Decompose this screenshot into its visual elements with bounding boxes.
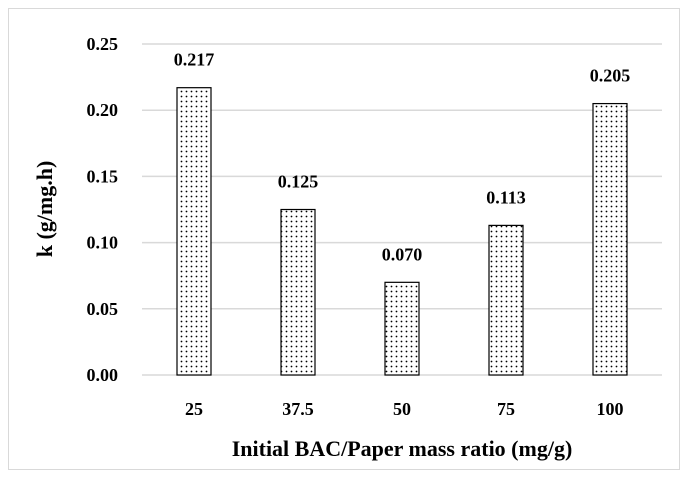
- gridlines: [142, 43, 662, 376]
- bar: [488, 224, 524, 376]
- x-tick-label: 50: [393, 399, 411, 419]
- y-tick-labels: 0.00 0.05 0.10 0.15 0.20 0.25: [87, 34, 119, 385]
- y-tick-label: 0.15: [87, 166, 119, 186]
- x-tick-label: 25: [185, 399, 203, 419]
- bar: [176, 87, 212, 376]
- data-label: 0.113: [486, 187, 526, 207]
- y-tick-label: 0.10: [87, 233, 119, 253]
- data-label: 0.217: [174, 50, 215, 70]
- bar: [592, 102, 628, 376]
- y-tick-label: 0.05: [87, 299, 119, 319]
- data-label: 0.070: [382, 244, 423, 264]
- x-tick-label: 100: [597, 399, 624, 419]
- y-tick-label: 0.20: [87, 100, 119, 120]
- x-tick-label: 37.5: [282, 399, 314, 419]
- x-tick-label: 75: [497, 399, 515, 419]
- y-axis-title: k (g/mg.h): [32, 161, 57, 258]
- y-tick-label: 0.00: [87, 365, 119, 385]
- x-tick-labels: 25 37.5 50 75 100: [185, 399, 624, 419]
- bar: [280, 208, 316, 376]
- x-axis-title: Initial BAC/Paper mass ratio (mg/g): [232, 436, 573, 461]
- data-label: 0.205: [590, 66, 631, 86]
- data-label: 0.125: [278, 172, 319, 192]
- data-labels: 0.217 0.125 0.070 0.113 0.205: [174, 50, 631, 265]
- y-tick-label: 0.25: [87, 34, 119, 54]
- chart-frame: [8, 8, 680, 470]
- bar: [384, 281, 420, 376]
- bars: [176, 87, 628, 376]
